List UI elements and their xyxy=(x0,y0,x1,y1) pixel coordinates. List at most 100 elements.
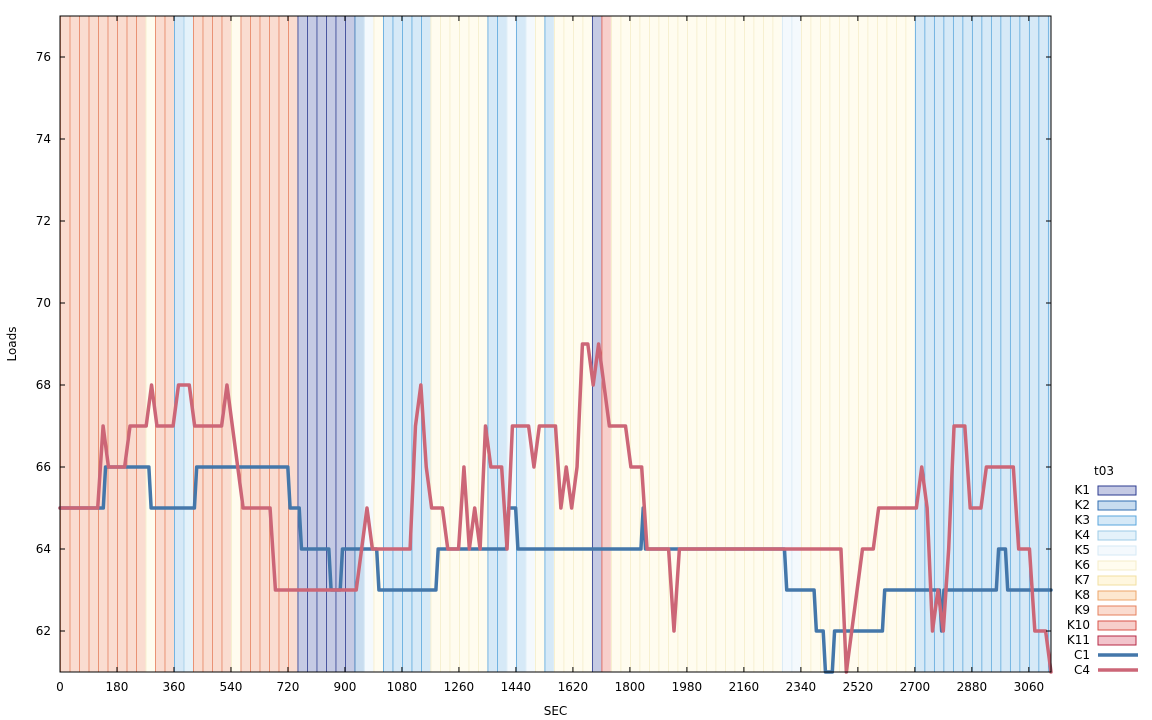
band xyxy=(905,16,915,672)
band xyxy=(1038,16,1048,672)
x-tick-label: 1440 xyxy=(501,680,532,694)
legend-swatch-K10 xyxy=(1097,620,1137,631)
band xyxy=(791,16,801,672)
y-tick-label: 66 xyxy=(36,460,51,474)
legend-swatch-K5 xyxy=(1097,545,1137,556)
band xyxy=(914,16,925,672)
band xyxy=(344,16,355,672)
x-tick-label: 2160 xyxy=(729,680,760,694)
x-axis-title: SEC xyxy=(544,704,568,718)
legend-swatch-K1 xyxy=(1097,485,1137,496)
y-tick-label: 62 xyxy=(36,624,51,638)
band xyxy=(78,16,89,672)
band xyxy=(1009,16,1020,672)
band xyxy=(667,16,678,672)
band xyxy=(534,16,545,672)
band xyxy=(411,16,421,672)
band xyxy=(259,16,269,672)
legend-label-K11: K11 xyxy=(1067,633,1090,647)
band xyxy=(468,16,478,672)
band xyxy=(107,16,117,672)
band xyxy=(487,16,497,672)
legend-title: t03 xyxy=(1094,464,1114,478)
x-tick-label: 1260 xyxy=(444,680,475,694)
band xyxy=(762,16,773,672)
y-tick-label: 64 xyxy=(36,542,51,556)
legend-label-K9: K9 xyxy=(1074,603,1090,617)
band xyxy=(164,16,174,672)
band xyxy=(496,16,507,672)
band xyxy=(420,16,431,672)
legend-label-C4: C4 xyxy=(1074,663,1090,677)
band xyxy=(515,16,526,672)
band xyxy=(287,16,298,672)
band xyxy=(297,16,307,672)
band xyxy=(658,16,668,672)
legend-label-K5: K5 xyxy=(1074,543,1090,557)
legend-label-K1: K1 xyxy=(1074,483,1090,497)
band xyxy=(249,16,260,672)
band xyxy=(686,16,697,672)
y-tick-label: 70 xyxy=(36,296,51,310)
band xyxy=(430,16,440,672)
band xyxy=(135,16,146,672)
legend-label-C1: C1 xyxy=(1074,648,1090,662)
band xyxy=(563,16,573,672)
band xyxy=(325,16,336,672)
band xyxy=(610,16,621,672)
y-tick-label: 68 xyxy=(36,378,51,392)
band xyxy=(126,16,136,672)
plot-frame xyxy=(59,15,1052,673)
band xyxy=(715,16,725,672)
y-axis-title: Loads xyxy=(5,326,19,361)
band xyxy=(363,16,374,672)
band xyxy=(192,16,203,672)
legend-label-K3: K3 xyxy=(1074,513,1090,527)
legend-label-K4: K4 xyxy=(1074,528,1090,542)
band xyxy=(601,16,611,672)
band xyxy=(772,16,782,672)
background-bands xyxy=(60,16,1051,672)
y-tick-label: 72 xyxy=(36,214,51,228)
band xyxy=(990,16,1001,672)
x-tick-label: 1080 xyxy=(387,680,418,694)
band xyxy=(97,16,108,672)
band xyxy=(696,16,706,672)
series-line-C4 xyxy=(58,342,1053,674)
legend-swatch-K4 xyxy=(1097,530,1137,541)
band xyxy=(335,16,345,672)
band xyxy=(1000,16,1010,672)
legend-swatch-K8 xyxy=(1097,590,1137,601)
band xyxy=(1047,16,1051,672)
x-tick-label: 720 xyxy=(277,680,300,694)
band xyxy=(838,16,849,672)
legend-label-K10: K10 xyxy=(1067,618,1090,632)
band xyxy=(477,16,488,672)
band xyxy=(781,16,792,672)
band xyxy=(525,16,535,672)
band xyxy=(268,16,279,672)
band xyxy=(354,16,364,672)
band xyxy=(962,16,972,672)
x-tick-label: 2520 xyxy=(843,680,874,694)
band xyxy=(620,16,630,672)
band xyxy=(810,16,820,672)
band xyxy=(382,16,393,672)
y-tick-label: 74 xyxy=(36,132,51,146)
band xyxy=(230,16,241,672)
band xyxy=(1019,16,1029,672)
y-tick-label: 76 xyxy=(36,50,51,64)
band xyxy=(648,16,659,672)
band xyxy=(316,16,326,672)
band xyxy=(734,16,744,672)
band xyxy=(373,16,383,672)
band xyxy=(439,16,450,672)
band xyxy=(677,16,687,672)
band xyxy=(449,16,459,672)
band xyxy=(819,16,830,672)
legend-label-K2: K2 xyxy=(1074,498,1090,512)
x-tick-label: 900 xyxy=(333,680,356,694)
band xyxy=(306,16,317,672)
